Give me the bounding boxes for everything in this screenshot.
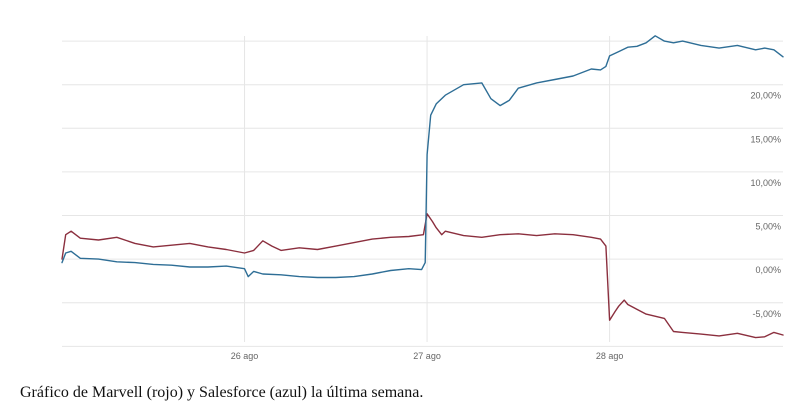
grid-layer [62, 36, 783, 347]
x-tick-label: 26 ago [231, 351, 259, 361]
y-tick-label: 15,00% [750, 134, 781, 144]
y-tick-label: 5,00% [755, 222, 781, 232]
y-tick-label: 0,00% [755, 265, 781, 275]
x-tick-label: 27 ago [413, 351, 441, 361]
line-chart: 20,00% 15,00% 10,00% 5,00% 0,00% -5,00% 26 ago… [61, 35, 784, 361]
y-tick-label: 20,00% [750, 91, 781, 101]
y-tick-label: 10,00% [750, 178, 781, 188]
x-tick-label: 28 ago [596, 351, 624, 361]
chart-caption: Gráfico de Marvell (rojo) y Salesforce (… [20, 384, 424, 401]
tick-layer: 20,00% 15,00% 10,00% 5,00% 0,00% -5,00% 26 ago… [231, 91, 781, 361]
series-layer [61, 35, 784, 339]
series-line-blue [61, 35, 784, 279]
series-line-red [61, 213, 784, 339]
y-tick-label: -5,00% [752, 309, 781, 319]
